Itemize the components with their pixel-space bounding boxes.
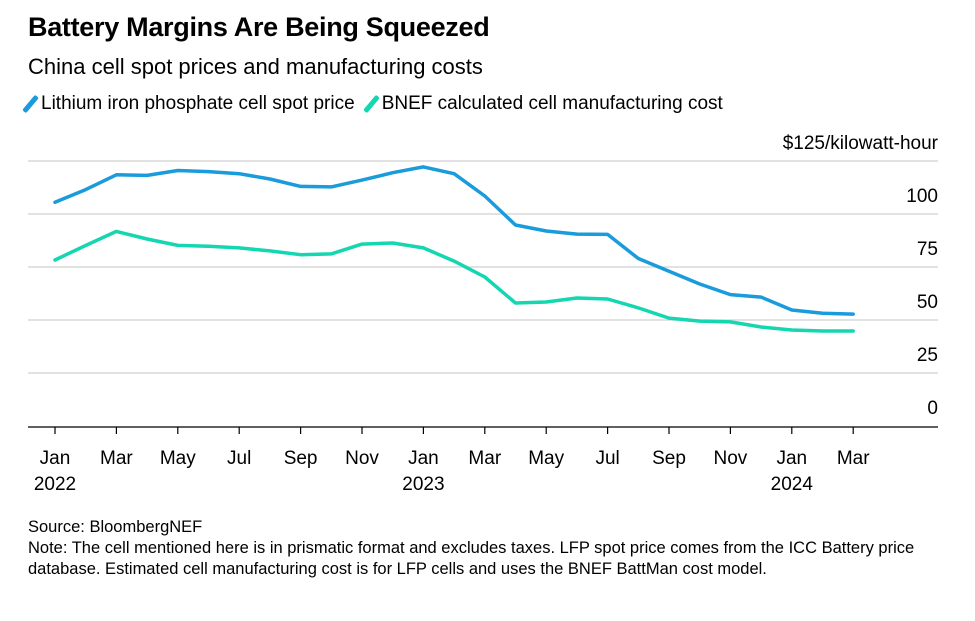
x-tick-label: Sep bbox=[652, 448, 686, 469]
y-tick-label: 75 bbox=[917, 239, 938, 260]
legend: Lithium iron phosphate cell spot price B… bbox=[22, 93, 723, 115]
legend-item-spot-price: Lithium iron phosphate cell spot price bbox=[22, 93, 355, 115]
x-tick-label: Jul bbox=[595, 448, 619, 469]
chart-title: Battery Margins Are Being Squeezed bbox=[28, 12, 490, 42]
series-line-manufacturing-cost bbox=[53, 229, 855, 333]
x-tick-label: May bbox=[528, 448, 564, 469]
x-tick-label: Jan bbox=[408, 448, 439, 469]
x-tick-label: Jul bbox=[227, 448, 251, 469]
x-tick-label: Sep bbox=[284, 448, 318, 469]
x-tick-label: Mar bbox=[468, 448, 501, 469]
y-tick-label: $125/kilowatt-hour bbox=[783, 133, 939, 154]
x-tick-label: Mar bbox=[837, 448, 870, 469]
x-tick-label: Jan bbox=[40, 448, 71, 469]
footnote: Note: The cell mentioned here is in pris… bbox=[28, 539, 915, 578]
x-tick-label: Nov bbox=[345, 448, 379, 469]
y-tick-label: 50 bbox=[917, 292, 938, 313]
legend-item-manufacturing-cost: BNEF calculated cell manufacturing cost bbox=[362, 93, 723, 115]
y-tick-label: 0 bbox=[927, 398, 938, 419]
x-tick-year-label: 2023 bbox=[402, 474, 444, 495]
x-tick-year-label: 2022 bbox=[34, 474, 76, 495]
x-tick-label: Nov bbox=[714, 448, 748, 469]
x-tick-label: Mar bbox=[100, 448, 133, 469]
source-note: Source: BloombergNEF bbox=[28, 518, 203, 536]
y-tick-label: 25 bbox=[917, 345, 938, 366]
legend-label-manufacturing-cost: BNEF calculated cell manufacturing cost bbox=[381, 93, 723, 114]
y-tick-label: 100 bbox=[906, 186, 938, 207]
legend-label-spot-price: Lithium iron phosphate cell spot price bbox=[41, 93, 355, 114]
chart-subtitle: China cell spot prices and manufacturing… bbox=[28, 54, 483, 79]
x-tick-label: Jan bbox=[776, 448, 807, 469]
x-tick-year-label: 2024 bbox=[771, 474, 814, 495]
footer: Source: BloombergNEF Note: The cell ment… bbox=[28, 517, 948, 580]
x-tick-label: May bbox=[160, 448, 196, 469]
series-line-spot-price bbox=[53, 165, 855, 316]
